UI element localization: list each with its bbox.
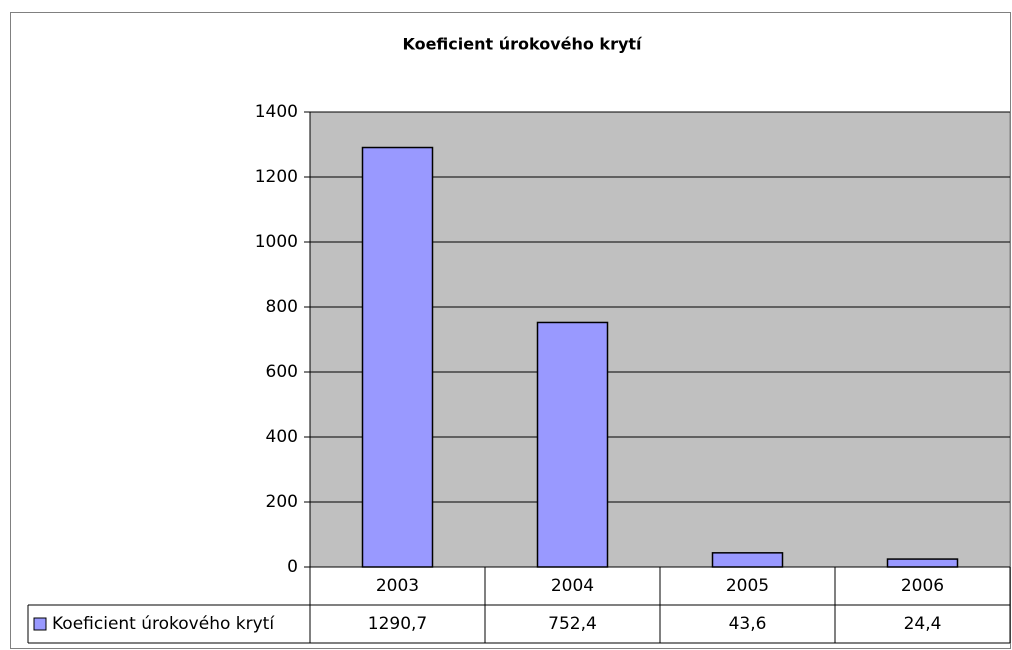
x-tick-label: 2004 (551, 576, 594, 596)
x-tick-label: 2006 (901, 576, 944, 596)
y-tick-label: 800 (266, 297, 298, 317)
table-value: 24,4 (904, 614, 942, 634)
table-value: 1290,7 (368, 614, 427, 634)
legend-label: Koeficient úrokového krytí (52, 614, 275, 634)
y-tick-label: 400 (266, 427, 298, 447)
bar (361, 146, 434, 568)
table-value: 43,6 (729, 614, 767, 634)
y-tick-label: 200 (266, 492, 298, 512)
y-tick-label: 600 (266, 362, 298, 382)
table-value: 752,4 (548, 614, 597, 634)
y-tick-label: 1200 (255, 167, 298, 187)
x-tick-label: 2005 (726, 576, 769, 596)
x-tick-label: 2003 (376, 576, 419, 596)
bar (536, 321, 609, 568)
bar (711, 552, 784, 568)
chart-title: Koeficient úrokového krytí (402, 35, 643, 54)
y-tick-label: 1000 (255, 232, 298, 252)
legend-key (33, 617, 47, 631)
bar (886, 558, 959, 568)
y-tick-label: 0 (287, 557, 298, 577)
y-tick-label: 1400 (255, 102, 298, 122)
